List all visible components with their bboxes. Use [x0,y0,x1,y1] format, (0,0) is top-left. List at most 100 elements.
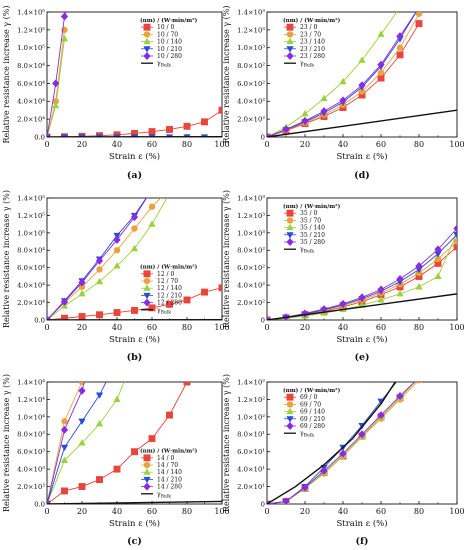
legend-entry-label: γBulk [300,430,314,439]
data-point [396,290,404,297]
data-point [47,133,51,137]
legend-entry-label: 10 / 280 [157,53,182,60]
x-tick-label: 100 [449,507,464,516]
data-point [148,220,156,227]
data-point [131,306,138,314]
legend-entry-label: 10 / 70 [157,31,178,38]
chart-panel-c: 0 20 40 60 80 100 0.0 2.0×10³ 4.0×10³ 6.0×10³ 8.0×… [2,374,230,547]
data-point [396,32,404,41]
y-tick-label: 1.4×10³ [237,8,265,16]
data-point [60,425,69,434]
x-tick-label: 100 [214,140,229,149]
data-point [282,497,290,504]
data-point [96,476,103,484]
legend-marker [286,46,294,53]
data-point [113,395,121,402]
y-tick-label: 6.0×10¹ [237,448,265,456]
data-point [78,278,86,287]
series-line-4 [47,12,67,137]
data-point [61,418,68,425]
chart-panel-f: 0 20 40 60 80 100 0 2.0×10¹ 4.0×10¹ 6.0×10¹ 8.0×10… [222,374,465,547]
legend-marker [143,292,151,300]
x-tick-label: 20 [300,140,310,149]
x-tick-label: 20 [300,323,310,332]
legend-entry-label: 23 / 140 [300,39,325,46]
data-point [95,277,104,285]
legend-entry-label: 35 / 70 [300,217,321,224]
x-tick-label: 60 [376,507,386,516]
y-tick-label: 4.0×10² [237,282,265,290]
legend-marker [286,401,294,408]
y-tick-label: 6.0×10² [237,80,265,88]
series-line-5 [267,109,457,137]
data-point [453,238,457,245]
legend-marker [286,37,294,45]
data-point [78,418,86,426]
legend-header: (nm) / (W·min/m²) [283,387,341,394]
y-tick-label: 4.0×10⁴ [17,98,45,106]
data-point [377,60,385,69]
data-point [52,101,60,109]
data-point [453,224,457,233]
data-point [377,411,385,420]
data-point [301,483,309,492]
series-line-1 [267,241,457,320]
plot-area [267,224,457,320]
legend-marker [143,298,151,307]
data-point [113,465,121,473]
legend-marker [143,476,151,484]
y-tick-label: 0.0 [34,133,45,141]
data-point [165,134,174,137]
y-tick-label: 1.2×10³ [237,26,265,34]
panel-caption: (a) [127,170,142,181]
x-tick-label: 20 [77,323,87,332]
x-tick-label: 100 [449,140,464,149]
data-point [183,296,191,304]
data-point [60,444,69,452]
data-point [60,12,69,21]
data-point [434,245,442,254]
data-point [64,4,71,12]
y-tick-label: 6.0×10² [237,264,265,272]
data-point [396,275,404,284]
y-axis-label: Relative resistance increase γ (%) [222,6,231,144]
data-point [415,4,422,12]
legend-marker [143,284,151,291]
legend-entry-label: γBulk [300,60,314,69]
series-line-5 [267,293,457,320]
y-axis-label: Relative resistance increase γ (%) [222,190,231,328]
legend-entry-label: γBulk [157,491,171,500]
x-axis-label: Strain ε (%) [109,518,160,529]
data-point [148,128,156,136]
data-point [320,305,328,314]
x-tick-label: 80 [182,507,192,516]
legend-marker [143,31,151,38]
data-point [96,266,103,273]
data-point [358,56,366,63]
x-axis-label: Strain ε (%) [109,151,160,162]
data-point [396,4,403,10]
legend-marker [143,270,151,278]
data-point [130,244,139,252]
y-tick-label: 4.0×10⁴ [17,282,45,290]
data-point [415,12,423,17]
x-tick-label: 60 [147,323,157,332]
legend-marker [286,52,294,60]
series-line-1 [47,382,83,504]
data-point [148,185,155,193]
legend-header: (nm) / (W·min/m²) [283,203,341,210]
x-axis-label: Strain ε (%) [336,334,387,345]
plot-area [267,4,457,137]
data-point [148,187,155,193]
x-tick-label: 80 [414,507,424,516]
legend-entry-label: 12 / 280 [157,300,182,307]
y-tick-label: 1.2×10³ [237,212,265,220]
data-point [415,261,423,270]
data-point [95,134,104,137]
y-tick-label: 2.0×10³ [17,483,45,491]
data-point [415,5,422,11]
data-point [434,251,442,258]
plot-area [47,374,222,504]
data-point [122,374,129,380]
